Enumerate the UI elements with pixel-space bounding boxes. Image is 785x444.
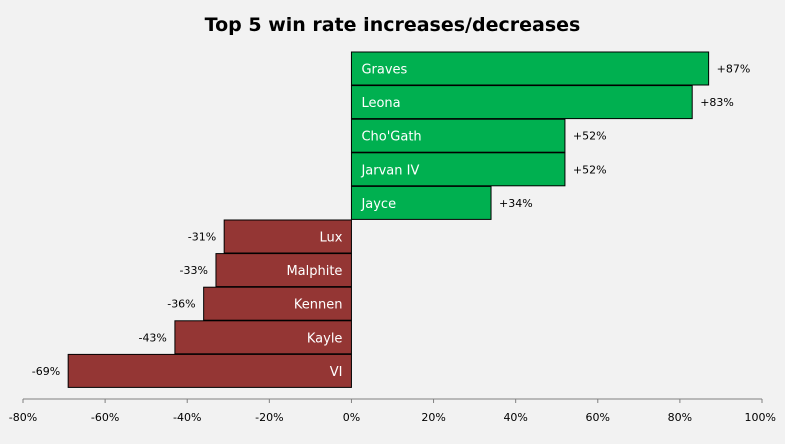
data-label-jarvan-iv: +52% bbox=[573, 163, 607, 176]
x-tick-label: 0% bbox=[343, 411, 360, 424]
bar-label-jayce: Jayce bbox=[360, 197, 396, 212]
x-tick-label: 80% bbox=[668, 411, 692, 424]
bar-label-malphite: Malphite bbox=[286, 264, 342, 279]
bar-kayle bbox=[174, 320, 352, 355]
bar-vi bbox=[67, 353, 352, 388]
bar-cho-gath bbox=[350, 118, 566, 153]
x-tick-label: 100% bbox=[745, 411, 776, 424]
bar-label-graves: Graves bbox=[361, 63, 407, 78]
data-label-cho-gath: +52% bbox=[573, 130, 607, 143]
bar-label-kayle: Kayle bbox=[307, 331, 343, 346]
x-tick-label: -60% bbox=[91, 411, 119, 424]
data-label-lux: -31% bbox=[188, 231, 216, 244]
bar-label-vi: VI bbox=[330, 365, 343, 380]
x-tick-label: 60% bbox=[586, 411, 610, 424]
bar-graves bbox=[350, 51, 710, 86]
bar-jayce bbox=[350, 185, 492, 220]
bar-label-leona: Leona bbox=[361, 96, 400, 111]
x-tick-label: -80% bbox=[9, 411, 37, 424]
data-label-kennen: -36% bbox=[167, 298, 195, 311]
x-axis: -80% -60% -40% -20% 0% 20% 40% 60% 80% 100% bbox=[9, 398, 776, 424]
data-label-jayce: +34% bbox=[499, 197, 533, 210]
bar-label-lux: Lux bbox=[319, 231, 342, 246]
bar-kennen bbox=[203, 286, 352, 321]
x-tick-label: 20% bbox=[421, 411, 445, 424]
data-label-malphite: -33% bbox=[180, 264, 208, 277]
data-label-vi: -69% bbox=[32, 365, 60, 378]
bar-label-kennen: Kennen bbox=[294, 298, 343, 313]
data-label-leona: +83% bbox=[700, 96, 734, 109]
bar-lux bbox=[223, 219, 352, 254]
data-label-graves: +87% bbox=[717, 63, 751, 76]
x-tick-label: -20% bbox=[255, 411, 283, 424]
bar-leona bbox=[350, 85, 693, 120]
bar-label-jarvan-iv: Jarvan IV bbox=[360, 163, 419, 178]
bar-jarvan-iv bbox=[350, 152, 566, 187]
bar-malphite bbox=[215, 253, 352, 288]
x-tick-label: 40% bbox=[503, 411, 527, 424]
x-tick-label: -40% bbox=[173, 411, 201, 424]
chart-title: Top 5 win rate increases/decreases bbox=[204, 14, 581, 36]
bars-group: Graves +87% Leona +83% Cho'Gath +52% Jarvan IV… bbox=[32, 51, 751, 388]
bar-label-cho-gath: Cho'Gath bbox=[361, 130, 421, 145]
data-label-kayle: -43% bbox=[138, 331, 166, 344]
